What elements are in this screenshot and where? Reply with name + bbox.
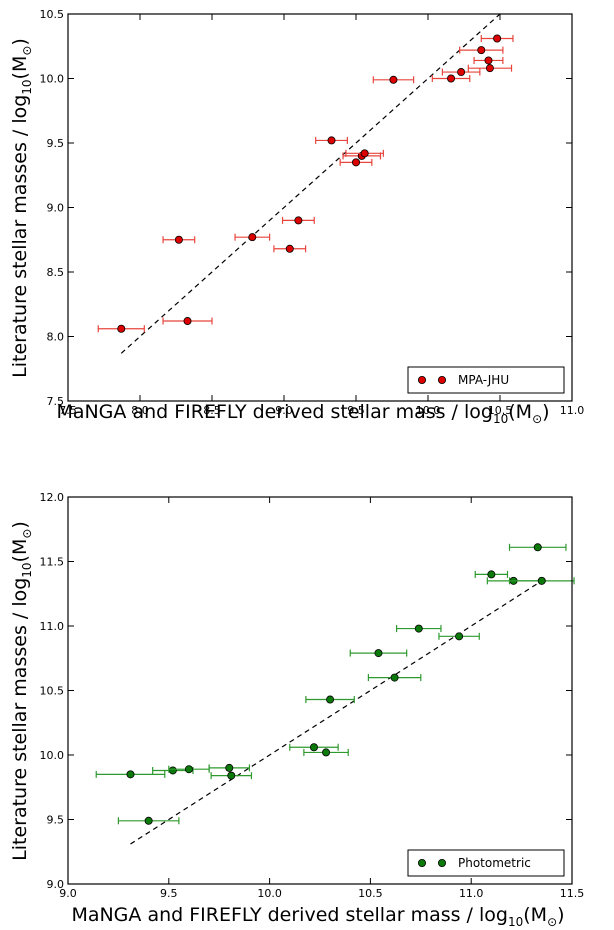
panel-photometric: 9.0 9.5 10.0 10.5 11.0 11.5 9.0 9.5 10.0 10.5 11.0… (9, 491, 584, 929)
sun-symbol-icon: ⊙ (532, 412, 542, 426)
y-axis-label-tail: (M (9, 56, 31, 80)
data-point (183, 317, 192, 326)
x-tick-label: 9.0 (275, 404, 293, 417)
x-tick-label: 11.5 (560, 887, 585, 900)
plot-frame (67, 496, 573, 885)
x-tick-label: 9.0 (59, 887, 77, 900)
data-point (485, 64, 494, 73)
data-point (477, 46, 486, 55)
y-tick-label: 8.5 (47, 266, 65, 279)
legend-label: Photometric (458, 856, 531, 870)
y-axis-label-main: Literature stellar masses / log (9, 95, 31, 378)
data-point (455, 632, 464, 641)
panel-mpa-jhu: 7.5 8.0 8.5 9.0 9.5 10.0 10.5 11.0 7.5 8.0 8.5 9.0 9… (9, 8, 584, 426)
y-tick-label: 7.5 (47, 395, 65, 408)
data-point (447, 74, 456, 83)
data-point (326, 695, 335, 704)
x-tick-label: 9.5 (347, 404, 365, 417)
data-point (327, 136, 336, 145)
data-point (285, 244, 294, 253)
y-axis-label-subscript: 10 (20, 562, 34, 577)
data-point (484, 56, 493, 65)
y-axis-label-subscript: 10 (20, 79, 34, 94)
data-point (294, 216, 303, 225)
x-tick-label: 11.0 (560, 404, 585, 417)
y-tick-label: 9.5 (47, 137, 65, 150)
x-tick-label: 7.5 (59, 404, 77, 417)
data-point (227, 771, 236, 780)
x-axis-label-end: ) (557, 904, 564, 926)
legend-marker (417, 859, 426, 868)
reference-line (120, 13, 501, 354)
data-point (537, 576, 546, 585)
plot-frame (67, 13, 573, 402)
sun-symbol-icon: ⊙ (20, 529, 34, 539)
y-tick-label: 9.0 (47, 878, 65, 891)
y-axis-label: Literature stellar masses / log10(M⊙) (9, 38, 34, 378)
data-point (414, 624, 423, 633)
x-axis-label: MaNGA and FIREFLY derived stellar mass /… (56, 401, 549, 426)
x-axis-label-tail: (M (508, 401, 532, 423)
data-point (225, 763, 234, 772)
data-point (374, 649, 383, 658)
legend-box (407, 366, 565, 394)
x-tick-label: 10.5 (358, 887, 383, 900)
y-tick-label: 10.5 (40, 8, 65, 21)
data-point (168, 766, 177, 775)
data-point (117, 324, 126, 333)
legend-marker (437, 375, 446, 384)
y-tick-label: 10.5 (40, 685, 65, 698)
data-point (390, 673, 399, 682)
data-point (144, 816, 153, 825)
y-axis-label-end: ) (9, 38, 31, 45)
data-point (174, 235, 183, 244)
x-tick-label: 9.5 (160, 887, 178, 900)
y-axis-label-tail: (M (9, 539, 31, 563)
y-axis-label: Literature stellar masses / log10(M⊙) (9, 521, 34, 861)
y-tick-label: 11.5 (40, 556, 65, 569)
x-axis-label-main: MaNGA and FIREFLY derived stellar mass /… (71, 904, 508, 926)
legend-box (407, 849, 565, 877)
x-tick-label: 11.0 (459, 887, 484, 900)
x-tick-label: 8.0 (131, 404, 149, 417)
data-point (322, 748, 331, 757)
x-axis-label-tail: (M (523, 904, 547, 926)
sun-symbol-icon: ⊙ (547, 915, 557, 929)
x-axis-label: MaNGA and FIREFLY derived stellar mass /… (71, 904, 564, 929)
data-point (126, 770, 135, 779)
y-axis-label-main: Literature stellar masses / log (9, 578, 31, 861)
x-axis-label-subscript: 10 (493, 412, 508, 426)
data-point (389, 75, 398, 84)
data-point (457, 68, 466, 77)
y-tick-label: 9.5 (47, 814, 65, 827)
y-tick-label: 9.0 (47, 202, 65, 215)
x-axis-label-end: ) (542, 401, 549, 423)
data-point (351, 158, 360, 167)
legend-marker (417, 375, 426, 384)
data-point (533, 543, 542, 552)
x-axis-label-main: MaNGA and FIREFLY derived stellar mass /… (56, 401, 493, 423)
x-tick-label: 10.0 (257, 887, 282, 900)
data-point (493, 34, 502, 43)
legend-marker (437, 859, 446, 868)
y-tick-label: 8.0 (47, 331, 65, 344)
x-tick-label: 10.0 (416, 404, 441, 417)
y-tick-label: 11.0 (40, 620, 65, 633)
x-tick-label: 10.5 (488, 404, 513, 417)
sun-symbol-icon: ⊙ (20, 46, 34, 56)
x-axis-label-subscript: 10 (508, 915, 523, 929)
reference-line (130, 580, 543, 845)
y-tick-label: 12.0 (40, 491, 65, 504)
x-tick-label: 8.5 (203, 404, 221, 417)
y-axis-label-end: ) (9, 521, 31, 528)
data-point (360, 149, 369, 158)
y-tick-label: 10.0 (40, 73, 65, 86)
legend-label: MPA-JHU (458, 373, 509, 387)
data-point (184, 765, 193, 774)
data-point (248, 233, 257, 242)
data-point (487, 570, 496, 579)
y-tick-label: 10.0 (40, 749, 65, 762)
data-point (309, 743, 318, 752)
